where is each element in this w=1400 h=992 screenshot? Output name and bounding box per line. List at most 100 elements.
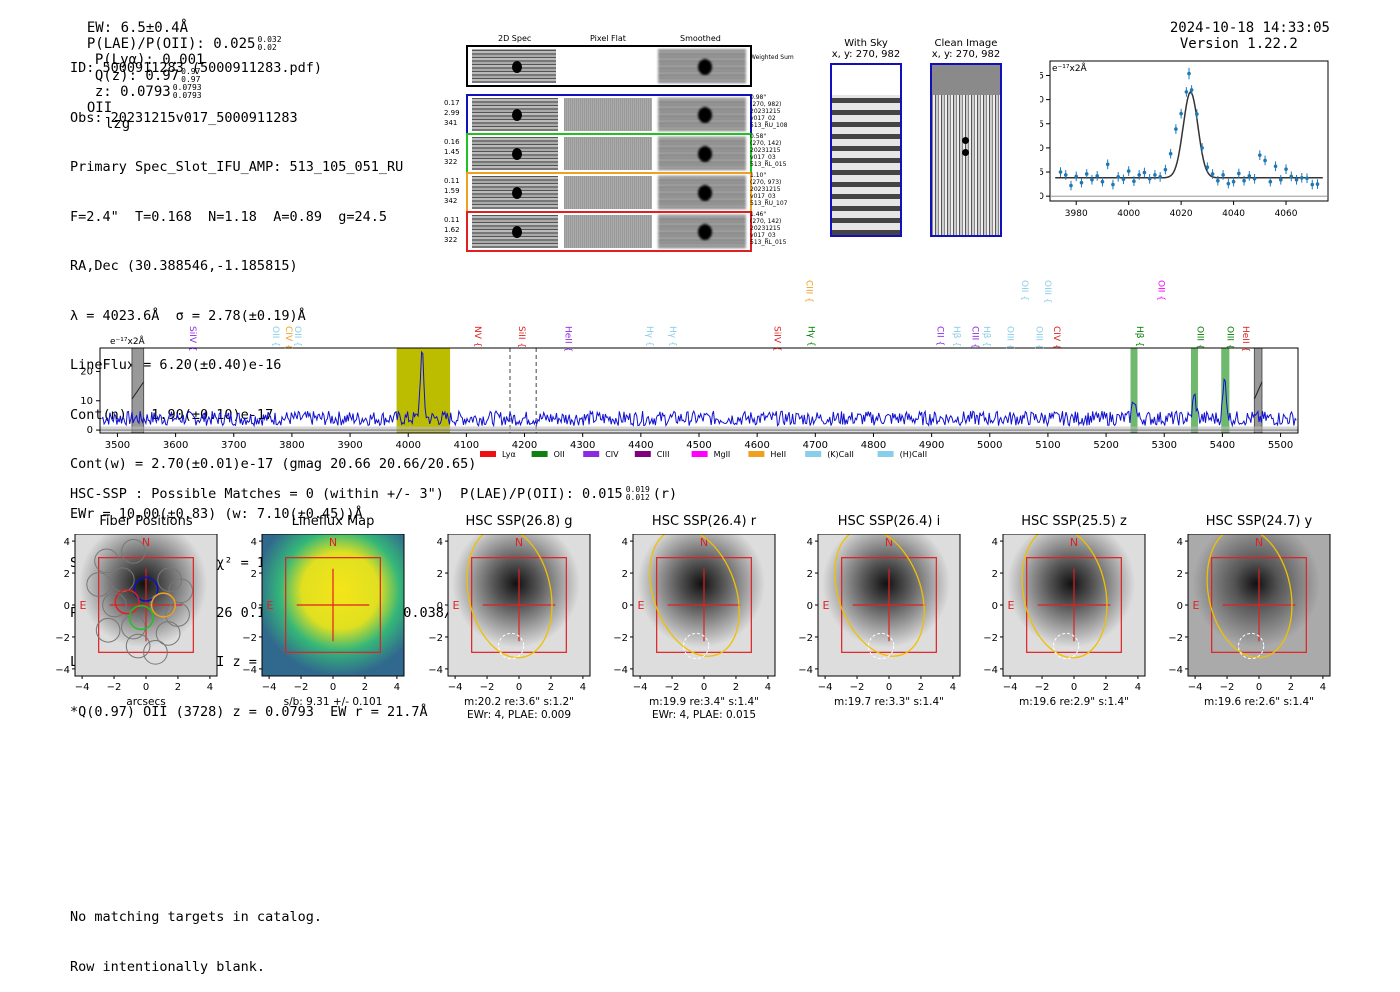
data-point: [1168, 151, 1173, 156]
hsc-panel: N E 4 2 0 −2 −4 −4 −2 0 2 4: [613, 534, 776, 693]
line-band: [1190, 348, 1198, 433]
y-tick-label: 2: [437, 569, 443, 580]
legend-label: (H)CaII: [900, 450, 927, 459]
x-tick-label: 4020: [1170, 209, 1193, 219]
y-tick-label: 4: [64, 537, 70, 548]
line-label: CIV {: [1051, 326, 1061, 350]
legend-label: MgII: [714, 450, 731, 459]
data-point: [1189, 88, 1194, 92]
data-point: [1121, 177, 1126, 182]
y-tick-label: 0: [251, 601, 257, 612]
spectrum-line: [101, 350, 1297, 428]
y-tick-label: −2: [613, 633, 628, 644]
clean-image-coord: x, y: 270, 982: [931, 49, 1001, 60]
x-tick-label: 4: [207, 682, 213, 693]
pixel-flat-cutout: [564, 215, 652, 248]
line-label: OIII {: [1033, 326, 1043, 350]
y-tick-label: 5: [1040, 168, 1044, 178]
cutout-right-meta: 1.46" (270, 142) 20231215 v017_03 513_RL…: [750, 211, 787, 246]
y-tick-label: −4: [798, 665, 813, 676]
pixel-flat-cutout: [564, 137, 652, 170]
x-tick-label: 0: [1071, 682, 1077, 693]
hsc-panel: N E 4 2 0 −2 −4 −4 −2 0 2 4: [983, 534, 1146, 693]
hsc-panel-label: m:19.7 re:3.3" s:1.4": [834, 696, 944, 708]
galaxy-ellipse: [649, 534, 740, 657]
hsc-panel-label: m:19.6 re:2.6" s:1.4": [1204, 696, 1314, 708]
x-tick-label: 4040: [1222, 209, 1245, 219]
north-marker: N: [1070, 536, 1078, 549]
x-tick-label: 4: [1135, 682, 1141, 693]
x-tick-label: 4: [394, 682, 400, 693]
y-tick-label: −4: [983, 665, 998, 676]
y-tick-label: −4: [55, 665, 70, 676]
cutout-left-stats: 0.16 1.45 322: [444, 138, 460, 166]
x-tick-label: 4: [765, 682, 771, 693]
x-tick-label: −4: [75, 682, 90, 693]
legend-swatch: [805, 451, 822, 457]
y-tick-label: 0: [807, 601, 813, 612]
line-label: Hγ {: [667, 326, 677, 347]
y-tick-label: −4: [613, 665, 628, 676]
smoothed-cutout: [658, 49, 746, 83]
x-tick-label: 3980: [1065, 209, 1088, 219]
legend-swatch: [691, 451, 708, 457]
y-tick-label: 0: [64, 601, 70, 612]
info-line: ID: 5000911283 (5000911283.pdf): [70, 60, 322, 76]
x-tick-label: 0: [516, 682, 522, 693]
data-point: [1137, 173, 1141, 177]
data-point: [1226, 181, 1231, 186]
data-point: [1242, 178, 1246, 183]
spec-cutout: [472, 176, 558, 209]
east-marker: E: [267, 599, 274, 612]
data-point: [1299, 176, 1304, 180]
cutout-left-stats: 0.11 1.59 342: [444, 177, 460, 205]
weighted-sum-row: [466, 45, 752, 87]
x-tick-label: 2: [918, 682, 924, 693]
data-point: [1273, 164, 1278, 169]
data-point: [1063, 173, 1068, 177]
x-tick-label: 5300: [1152, 440, 1177, 451]
legend-label: CIV: [605, 450, 619, 459]
plot-frame: [99, 347, 1299, 434]
timestamp-version: 2024-10-18 14:33:05 Version 1.22.2: [1153, 4, 1330, 52]
fiber-circle: [125, 633, 151, 659]
info-line: Primary Spec_Slot_IFU_AMP: 513_105_051_R…: [70, 159, 404, 175]
line-label: OIII {: [1194, 326, 1204, 350]
hsc-panel-title: HSC SSP(26.4) r: [651, 514, 757, 529]
data-point: [1074, 174, 1079, 179]
line-label: Hγ {: [644, 326, 654, 347]
with-sky-coord: x, y: 270, 982: [831, 49, 901, 60]
data-point: [1258, 153, 1262, 157]
fit-curve: [1055, 90, 1323, 179]
x-tick-label: 4900: [919, 440, 944, 451]
x-tick-label: −4: [1003, 682, 1018, 693]
spec-cutout: [472, 98, 558, 131]
hatch-mark: [1253, 381, 1263, 400]
line-label: OIII {: [1004, 326, 1014, 350]
line-label: SiIV {: [187, 326, 197, 352]
hatch-mark: [131, 381, 145, 400]
x-tick-label: 2: [175, 682, 181, 693]
data-point: [1216, 178, 1220, 183]
x-tick-label: 3600: [163, 440, 188, 451]
hsc-summary: HSC-SSP : Possible Matches = 0 (within +…: [70, 485, 678, 503]
line-band: [1221, 348, 1230, 433]
smoothed-cutout: [658, 215, 746, 248]
galaxy-ellipse: [1206, 534, 1293, 659]
x-tick-label: 2: [1288, 682, 1294, 693]
y-tick-label: 10: [80, 396, 93, 407]
hsc-panel: N E 4 2 0 −2 −4 −4 −2 0 2 4: [798, 534, 961, 693]
fiber-circle: [94, 548, 119, 574]
east-marker: E: [823, 599, 830, 612]
x-tick-label: −2: [294, 682, 309, 693]
east-marker: E: [453, 599, 460, 612]
line-label: Hγ {: [805, 326, 815, 347]
east-marker: E: [1193, 599, 1200, 612]
line-label: HeII {: [1240, 326, 1250, 352]
info-line: Cont(w) = 2.70(±0.01)e-17 (gmag 20.66 20…: [70, 456, 477, 472]
info-line: *Q(0.97) OII (3728) z = 0.0793 EW r = 21…: [70, 703, 428, 720]
y-tick-label: 2: [622, 569, 628, 580]
x-tick-label: 4000: [1117, 209, 1140, 219]
y-tick-label: −2: [55, 633, 70, 644]
info-line: EWr = 10.00(±0.83) (w: 7.10(±0.45))Å: [70, 505, 363, 522]
